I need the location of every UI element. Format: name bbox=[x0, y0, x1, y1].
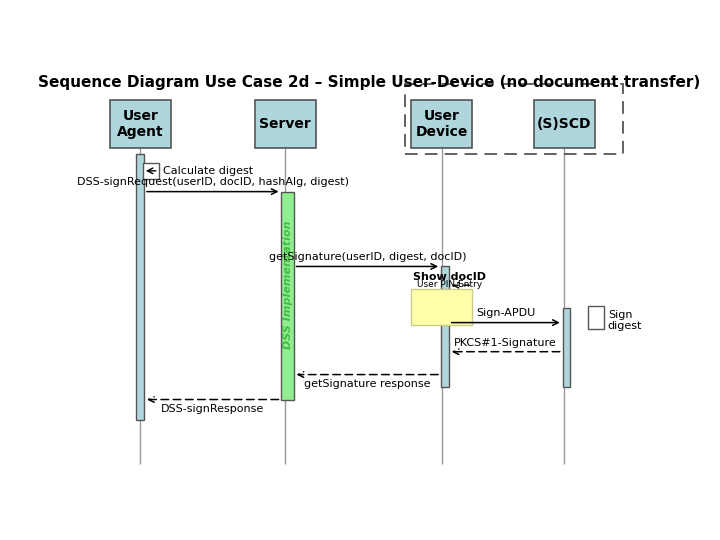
Text: Calculate digest: Calculate digest bbox=[163, 166, 253, 176]
Bar bbox=[255, 100, 316, 148]
Text: DSS-signRequest(userID, docID, hashAlg, digest): DSS-signRequest(userID, docID, hashAlg, … bbox=[77, 178, 348, 187]
Bar bbox=[562, 308, 570, 387]
Text: User
Device: User Device bbox=[415, 109, 468, 139]
Bar bbox=[109, 100, 171, 148]
Text: Sign
digest: Sign digest bbox=[608, 310, 642, 332]
Bar bbox=[588, 306, 604, 329]
Bar bbox=[143, 163, 158, 179]
Bar bbox=[441, 266, 449, 387]
Text: (S)SCD: (S)SCD bbox=[537, 117, 592, 131]
Bar bbox=[411, 289, 472, 325]
Text: Server: Server bbox=[259, 117, 311, 131]
Bar bbox=[534, 100, 595, 148]
Text: getSignature response: getSignature response bbox=[304, 379, 431, 389]
Text: User PIN Entry: User PIN Entry bbox=[418, 280, 482, 289]
Text: User
Agent: User Agent bbox=[117, 109, 163, 139]
Text: PKCS#1-Signature: PKCS#1-Signature bbox=[454, 338, 557, 348]
Text: Sign-APDU: Sign-APDU bbox=[476, 308, 536, 319]
Bar bbox=[411, 100, 472, 148]
Text: getSignature(userID, digest, docID): getSignature(userID, digest, docID) bbox=[269, 252, 466, 262]
Text: DSS Implementation: DSS Implementation bbox=[282, 221, 292, 349]
Text: Sequence Diagram Use Case 2d – Simple User-Device (no document transfer): Sequence Diagram Use Case 2d – Simple Us… bbox=[38, 75, 700, 90]
Bar bbox=[405, 84, 623, 154]
Text: Show docID: Show docID bbox=[413, 272, 487, 282]
Bar bbox=[136, 154, 144, 420]
Bar bbox=[282, 192, 294, 400]
Text: DSS-signResponse: DSS-signResponse bbox=[161, 404, 264, 414]
